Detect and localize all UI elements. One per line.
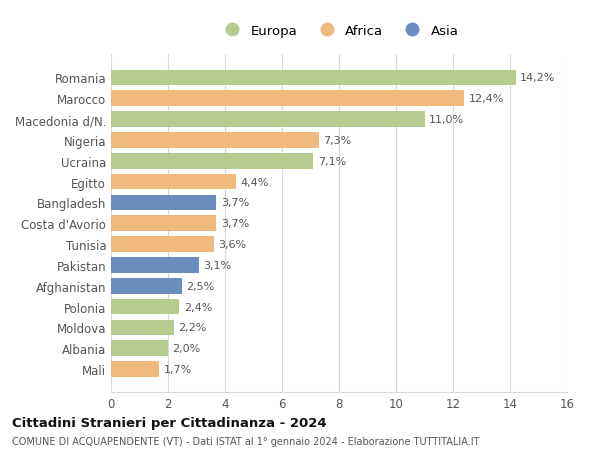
Bar	[111, 299, 179, 315]
Text: 7,3%: 7,3%	[323, 135, 352, 146]
Text: 3,6%: 3,6%	[218, 240, 246, 250]
Text: 4,4%: 4,4%	[241, 177, 269, 187]
Text: 2,4%: 2,4%	[184, 302, 212, 312]
Bar	[111, 320, 174, 336]
Bar	[111, 341, 168, 356]
Text: 14,2%: 14,2%	[520, 73, 556, 83]
Text: 2,0%: 2,0%	[172, 343, 200, 353]
Text: 3,7%: 3,7%	[221, 219, 249, 229]
Bar	[111, 216, 217, 231]
Bar	[111, 278, 182, 294]
Bar	[111, 112, 425, 128]
Text: 12,4%: 12,4%	[469, 94, 504, 104]
Text: 1,7%: 1,7%	[164, 364, 192, 374]
Bar	[111, 362, 160, 377]
Text: 7,1%: 7,1%	[317, 157, 346, 166]
Bar	[111, 133, 319, 148]
Text: 3,1%: 3,1%	[203, 260, 232, 270]
Bar	[111, 70, 516, 86]
Legend: Europa, Africa, Asia: Europa, Africa, Asia	[219, 24, 459, 38]
Bar	[111, 195, 217, 211]
Bar	[111, 174, 236, 190]
Text: Cittadini Stranieri per Cittadinanza - 2024: Cittadini Stranieri per Cittadinanza - 2…	[12, 416, 326, 429]
Bar	[111, 237, 214, 252]
Text: 3,7%: 3,7%	[221, 198, 249, 208]
Bar	[111, 91, 464, 107]
Text: 2,2%: 2,2%	[178, 323, 206, 333]
Bar	[111, 257, 199, 273]
Text: 11,0%: 11,0%	[429, 115, 464, 125]
Text: 2,5%: 2,5%	[187, 281, 215, 291]
Text: COMUNE DI ACQUAPENDENTE (VT) - Dati ISTAT al 1° gennaio 2024 - Elaborazione TUTT: COMUNE DI ACQUAPENDENTE (VT) - Dati ISTA…	[12, 437, 479, 446]
Bar	[111, 154, 313, 169]
